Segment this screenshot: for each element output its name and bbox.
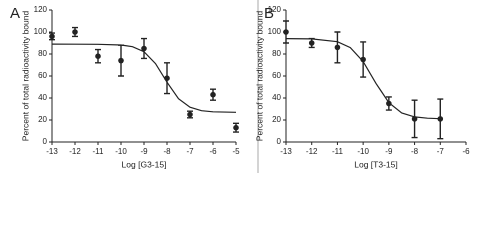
y-tick-label: 120	[34, 5, 48, 14]
y-tick-label: 80	[272, 49, 281, 58]
data-point	[411, 116, 418, 122]
fit-curve	[51, 43, 237, 113]
data-point	[308, 40, 315, 46]
x-tick-label: -12	[69, 147, 81, 156]
x-tick-label: -6	[209, 147, 217, 156]
y-tick-label: 20	[272, 115, 281, 124]
data-point	[118, 57, 124, 64]
x-tick-label: -5	[232, 147, 240, 156]
panel-label: A	[10, 5, 20, 22]
x-tick-label: -8	[411, 147, 419, 156]
data-point	[437, 116, 444, 122]
y-axis-label: Percent of total radioactivity bound	[254, 11, 264, 142]
panel-label: B	[264, 5, 274, 22]
data-point	[386, 100, 392, 107]
y-axis-label: Percent of total radioactivity bound	[20, 11, 30, 142]
data-point	[49, 33, 55, 40]
y-tick-label: 80	[38, 49, 47, 58]
x-tick-label: -7	[186, 147, 194, 156]
y-tick-label: 40	[38, 93, 47, 102]
y-tick-label: 0	[277, 137, 282, 146]
y-tick-label: 60	[272, 71, 281, 80]
x-tick-label: -10	[357, 147, 369, 156]
y-tick-label: 60	[38, 71, 47, 80]
y-tick-label: 100	[268, 27, 282, 36]
x-tick-label: -13	[280, 147, 292, 156]
x-tick-label: -7	[437, 147, 445, 156]
chart: A Percent of total radioactivity boundLog…	[10, 0, 470, 173]
y-tick-label: 100	[34, 27, 48, 36]
data-point	[233, 124, 239, 131]
x-axis-label: Log [G3-15]	[122, 159, 167, 169]
data-point	[360, 56, 366, 63]
y-tick-label: 0	[43, 137, 48, 146]
x-tick-label: -6	[462, 147, 470, 156]
x-tick-label: -9	[385, 147, 393, 156]
data-point	[72, 29, 78, 35]
data-point	[334, 44, 341, 51]
x-tick-label: -11	[93, 147, 105, 156]
x-tick-label: -10	[115, 147, 127, 156]
x-tick-label: -8	[163, 147, 171, 156]
data-point	[283, 29, 289, 35]
y-tick-label: 20	[38, 115, 47, 124]
data-point	[164, 75, 170, 81]
x-tick-label: -9	[140, 147, 148, 156]
y-tick-label: 40	[272, 93, 281, 102]
x-tick-label: -11	[332, 147, 344, 156]
x-axis-label: Log [T3-15]	[354, 159, 397, 169]
data-point	[187, 111, 193, 118]
data-point	[210, 91, 216, 98]
y-tick-label: 120	[268, 5, 282, 14]
data-point	[95, 53, 101, 59]
x-tick-label: -12	[306, 147, 318, 156]
data-point	[141, 45, 147, 52]
fit-curve	[285, 38, 441, 120]
x-tick-label: -13	[46, 147, 58, 156]
